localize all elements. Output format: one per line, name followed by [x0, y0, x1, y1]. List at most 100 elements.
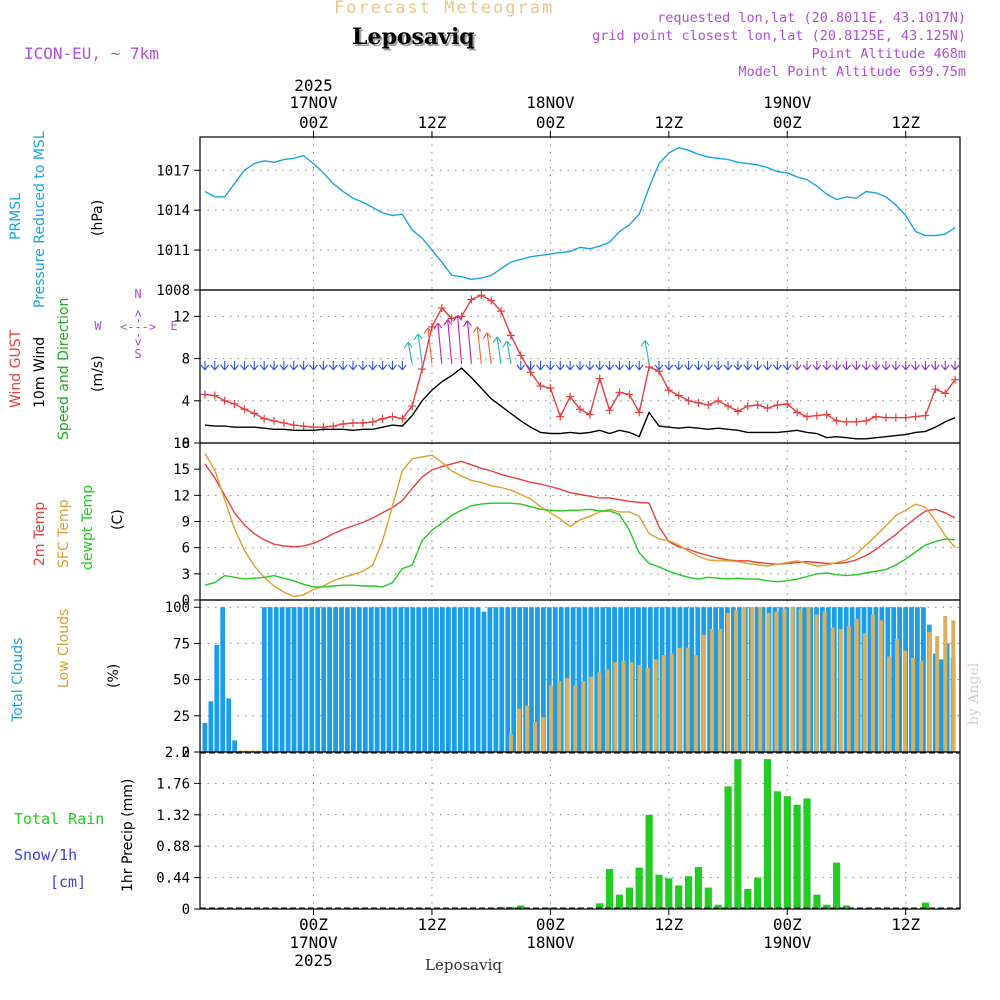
total-cloud-bar	[671, 607, 677, 752]
total-cloud-bar	[843, 607, 849, 752]
total-cloud-bar	[493, 607, 499, 752]
total-cloud-bar	[279, 607, 285, 752]
total-cloud-bar	[374, 607, 380, 752]
total-cloud-bar	[232, 740, 237, 752]
gust-marker	[872, 412, 881, 421]
total-cloud-bar	[214, 644, 220, 752]
gust-marker	[536, 382, 545, 391]
total-cloud-bar	[422, 607, 427, 752]
wind-direction-arrow	[259, 360, 269, 371]
low-cloud-bar	[573, 685, 578, 752]
wind-direction-arrow	[388, 360, 397, 371]
total-cloud-bar	[333, 607, 338, 752]
total-cloud-bar	[457, 607, 463, 752]
precip-bar	[714, 904, 722, 909]
low-cloud-bar	[878, 620, 883, 752]
total-cloud-bar	[315, 607, 321, 752]
wind-line	[204, 367, 956, 440]
gust-marker	[398, 414, 407, 423]
low-cloud-bar	[822, 611, 827, 752]
gust-marker	[240, 405, 249, 414]
low-cloud-bar	[846, 626, 851, 752]
total-cloud-bar	[505, 607, 511, 752]
precip-bar	[823, 904, 831, 909]
x-tick-label: 00Z	[536, 113, 565, 132]
precip-bar	[655, 874, 663, 909]
gust-marker	[743, 402, 752, 411]
low-cloud-bar	[525, 705, 529, 752]
wind-direction-arrow	[210, 360, 220, 371]
wind-direction-arrow	[763, 360, 772, 371]
gust-marker	[911, 412, 920, 421]
gust-marker	[270, 416, 279, 425]
wind-direction-arrow	[921, 360, 930, 371]
precip-bar	[546, 907, 554, 909]
wind-direction-arrow	[881, 360, 891, 371]
wind-direction-arrow	[318, 360, 328, 371]
compass-letter: N	[134, 287, 141, 301]
gust-marker	[684, 396, 693, 405]
gust-marker	[733, 407, 742, 416]
wind-direction-arrow	[950, 360, 960, 371]
date-label: 19NOV	[763, 93, 812, 112]
wind-direction-arrow	[482, 332, 492, 364]
gust-marker	[921, 411, 930, 420]
low-cloud-bar	[710, 629, 714, 752]
total-cloud-bar	[529, 607, 534, 752]
low-cloud-bar	[766, 613, 771, 752]
wind-direction-arrow	[443, 319, 453, 364]
wind-direction-arrow	[595, 360, 605, 371]
wind-direction-arrow	[832, 360, 842, 371]
x-tick-label: 00Z	[536, 915, 565, 934]
low-cloud-bar	[903, 650, 908, 752]
total-cloud-bar	[938, 659, 944, 752]
wind-direction-arrow	[575, 360, 585, 371]
total-cloud-bar	[760, 607, 766, 752]
wind-direction-arrow	[200, 360, 210, 371]
low-cloud-bar	[919, 660, 924, 752]
precip-bar	[783, 796, 791, 909]
total-cloud-bar	[481, 611, 487, 752]
wind-direction-arrow	[338, 360, 348, 371]
model-point-altitude: Model Point Altitude 639.75m	[738, 64, 966, 80]
total-cloud-bar	[849, 607, 855, 752]
y-tick-label: 1008	[156, 283, 190, 299]
low-cloud-bar	[935, 636, 940, 752]
total-rain-label: Total Rain	[14, 810, 105, 828]
wind-direction-arrow	[555, 360, 565, 371]
total-cloud-bar	[624, 607, 629, 752]
low-cloud-bar	[565, 678, 570, 752]
wind-direction-arrow	[640, 340, 650, 364]
low-cloud-bar	[557, 681, 562, 752]
precip-bar	[704, 887, 712, 909]
y-tick-label: 0.88	[156, 839, 190, 855]
total-cloud-bar	[469, 607, 475, 752]
wind-direction-arrow	[723, 360, 733, 371]
wind-direction-arrow	[433, 322, 443, 364]
total-cloud-bar	[410, 607, 416, 752]
low-cloud-bar	[887, 656, 891, 752]
precip-bar	[763, 759, 772, 909]
total-cloud-bar	[523, 607, 528, 752]
y-tick-label: 25	[173, 709, 190, 725]
gust-marker	[694, 398, 703, 407]
y-tick-label: 18	[173, 436, 190, 452]
gust-marker	[793, 408, 802, 417]
low-cloud-bar	[911, 657, 916, 752]
precip-bar	[645, 814, 653, 909]
total-cloud-bar	[915, 607, 920, 752]
gust-marker	[714, 396, 723, 405]
total-cloud-bar	[511, 607, 517, 752]
wind-direction-arrow	[472, 326, 482, 364]
low-cloud-bar	[508, 734, 513, 752]
total-cloud-bar	[713, 607, 718, 752]
y-tick-label: 0	[182, 902, 190, 918]
wind-direction-arrow	[526, 360, 536, 371]
x-tick-label: 12Z	[654, 113, 683, 132]
gust-marker	[506, 331, 515, 340]
gust-marker	[566, 392, 575, 401]
total-cloud-bar	[802, 607, 807, 752]
y-tick-label: 1.76	[156, 776, 190, 792]
wind-direction-arrow	[289, 360, 299, 371]
wind-direction-arrow	[585, 360, 595, 371]
